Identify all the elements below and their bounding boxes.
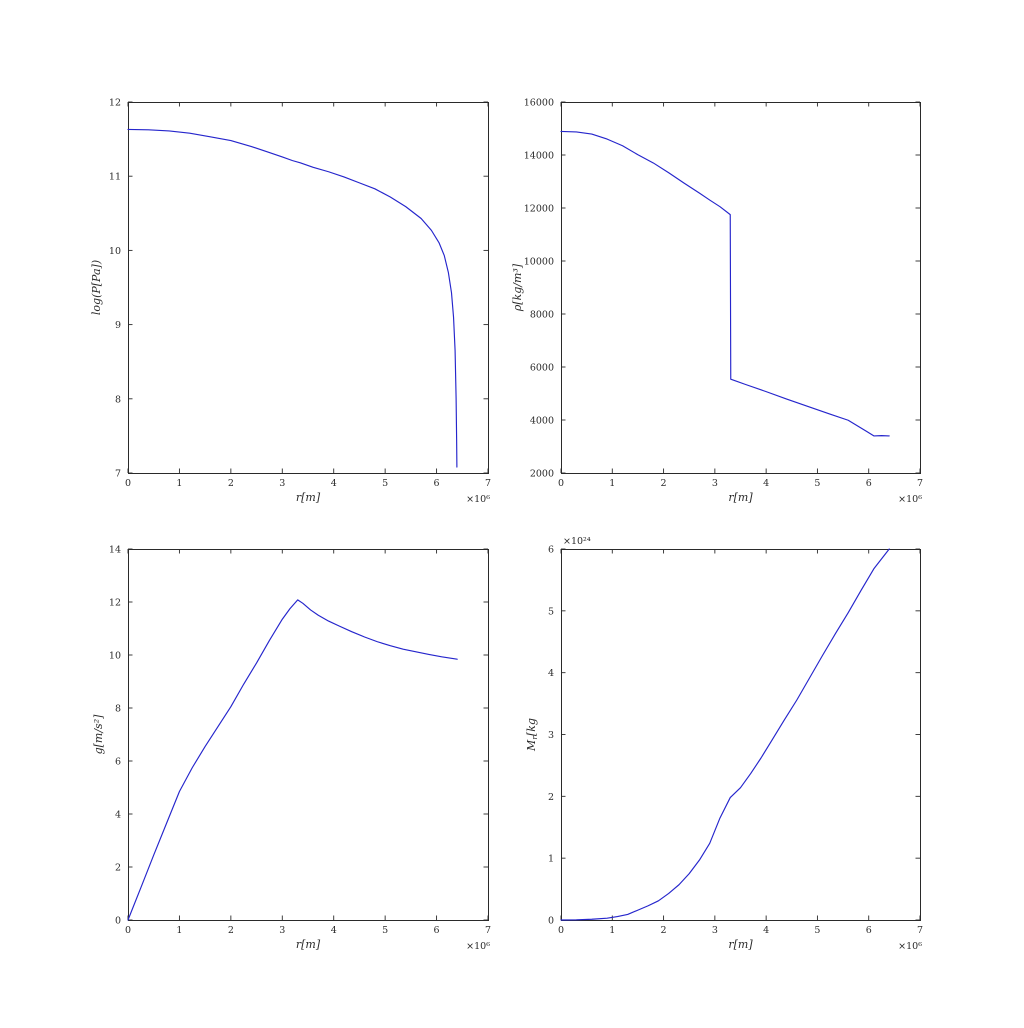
log-pressure-profile-curve [127,128,458,468]
y-axis-offset-text: ×10²⁴ [563,536,591,547]
plot-frame [128,549,489,921]
x-tick-label: 7 [917,925,923,936]
enclosed-mass-profile-curve [560,548,890,921]
y-axis-label: log(P[Pa]) [90,260,103,315]
y-tick-label: 5 [548,606,554,617]
plot-frame [128,102,489,474]
plot-frame [561,102,921,474]
x-axis-offset-text: ×10⁶ [898,494,922,505]
y-tick-label: 6 [115,757,121,768]
y-tick-label: 3 [548,730,554,741]
x-tick-label: 6 [866,925,872,936]
y-tick-label: 8 [115,394,121,405]
y-tick-label: 6 [548,545,554,556]
x-tick-label: 2 [228,925,234,936]
y-tick-label: 10 [109,651,121,662]
x-tick-label: 5 [382,478,388,489]
x-tick-label: 0 [558,478,564,489]
y-axis-label: Mr[kg [525,718,539,752]
x-tick-label: 6 [434,925,440,936]
y-tick-label: 12 [109,98,121,109]
y-tick-label: 1 [548,854,554,865]
plot-frame [561,549,921,921]
gravity-profile-curve [127,599,458,921]
x-tick-label: 5 [382,925,388,936]
y-tick-label: 16000 [524,98,554,109]
x-axis-offset-text: ×10⁶ [898,941,922,952]
x-tick-label: 0 [125,925,131,936]
y-tick-label: 4 [548,668,554,679]
x-tick-label: 6 [866,478,872,489]
y-tick-label: 8000 [530,310,554,321]
x-tick-label: 2 [661,478,667,489]
y-tick-label: 7 [115,469,121,480]
x-axis-label: r[m] [296,938,321,951]
x-tick-label: 1 [176,925,182,936]
y-tick-label: 12 [109,598,121,609]
x-axis-offset-text: ×10⁶ [466,494,490,505]
x-axis-offset-text: ×10⁶ [466,941,490,952]
x-tick-label: 0 [558,925,564,936]
y-tick-label: 10000 [524,257,554,268]
y-tick-label: 6000 [530,363,554,374]
y-tick-label: 4000 [530,416,554,427]
x-tick-label: 4 [331,925,337,936]
x-tick-label: 4 [763,925,769,936]
x-tick-label: 7 [485,925,491,936]
y-tick-label: 2000 [530,469,554,480]
x-tick-label: 2 [661,925,667,936]
x-tick-label: 3 [712,478,718,489]
y-tick-label: 2 [548,792,554,803]
x-tick-label: 7 [917,478,923,489]
x-tick-label: 3 [712,925,718,936]
x-tick-label: 6 [434,478,440,489]
x-tick-label: 7 [485,478,491,489]
x-axis-label: r[m] [296,491,321,504]
density-profile-curve [560,130,890,437]
x-tick-label: 3 [279,478,285,489]
x-tick-label: 1 [176,478,182,489]
y-tick-label: 9 [115,320,121,331]
y-axis-label: ρ[kg/m³] [511,263,524,312]
x-tick-label: 4 [331,478,337,489]
y-tick-label: 12000 [524,204,554,215]
x-axis-label: r[m] [728,491,753,504]
x-tick-label: 5 [814,478,820,489]
y-tick-label: 10 [109,246,121,257]
x-tick-label: 2 [228,478,234,489]
x-tick-label: 4 [763,478,769,489]
x-tick-label: 1 [609,478,615,489]
subplot-enclosed-mass: 0 1 2 3 4 5 6 7 0 1 2 3 4 5 6 r[m] ×10⁶ Mr[kg ×10²⁴ [525,536,923,952]
subplot-density: 0 1 2 3 4 5 6 7 2000 4000 6000 8000 10000 12000 14000 1… [511,98,923,506]
y-tick-label: 0 [115,916,121,927]
y-tick-label: 4 [115,810,121,821]
x-tick-label: 0 [125,478,131,489]
y-tick-label: 11 [109,172,121,183]
y-axis-label: g[m/s²] [92,714,105,755]
x-tick-label: 1 [609,925,615,936]
y-tick-label: 14 [109,545,121,556]
y-tick-label: 8 [115,704,121,715]
x-tick-label: 5 [814,925,820,936]
y-tick-label: 2 [115,863,121,874]
y-tick-label: 14000 [524,151,554,162]
x-axis-label: r[m] [728,938,753,951]
y-tick-label: 0 [548,916,554,927]
x-tick-label: 3 [279,925,285,936]
